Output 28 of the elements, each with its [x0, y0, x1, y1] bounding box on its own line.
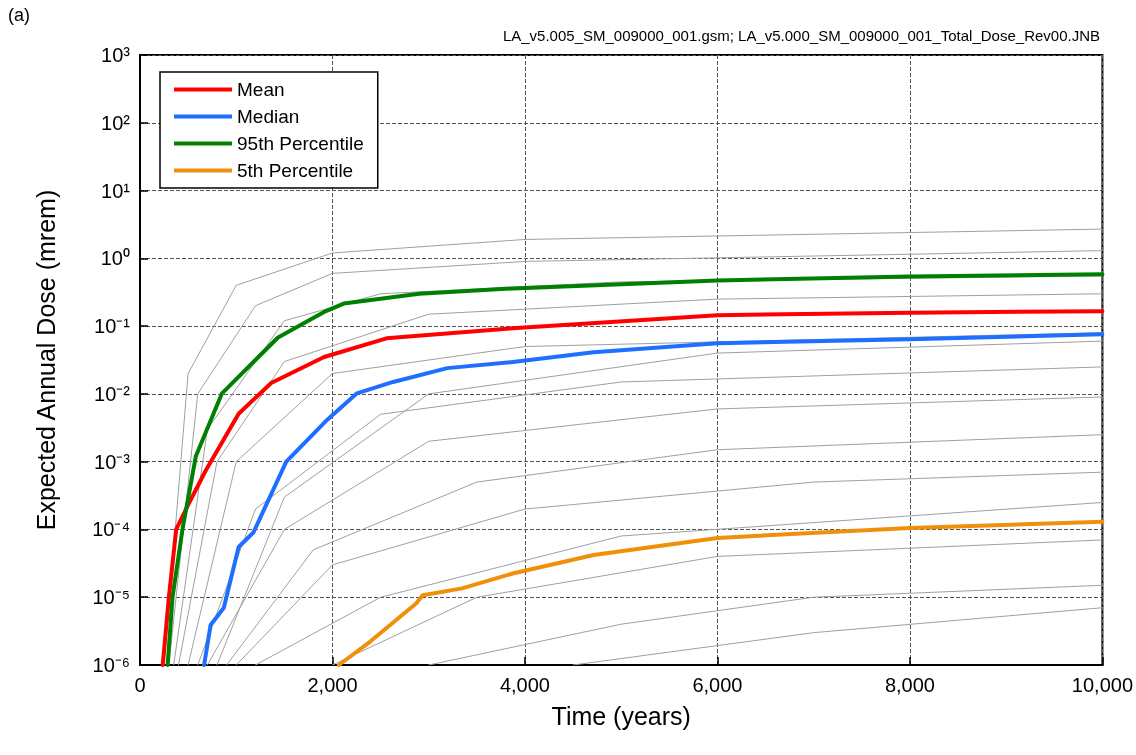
line-series [235, 471, 1103, 666]
y-tick-label: 10⁻⁴ [92, 518, 130, 541]
legend-label: Median [237, 106, 300, 127]
legend-label: 95th Percentile [237, 133, 364, 154]
y-tick-label: 10⁰ [100, 247, 130, 270]
text: (a) [8, 5, 30, 25]
x-tick-label: 2,000 [307, 674, 358, 696]
y-axis-title: Expected Annual Dose (mrem) [31, 189, 60, 531]
y-tick-label: 10⁻⁶ [92, 654, 130, 676]
y-tick-label: 10¹ [101, 179, 131, 202]
line-series [254, 501, 1103, 666]
y-tick-label: 10⁻² [94, 382, 131, 405]
text: LA_v5.005_SM_009000_001.gsm; LA_v5.000_SM_009000_001_Total_Dose_Rev00.JNB [502, 27, 1101, 44]
y-tick-label: 10⁻³ [94, 450, 131, 473]
line-series [226, 434, 1103, 666]
x-axis-title: Time (years) [551, 701, 691, 730]
legend-label: 5th Percentile [237, 160, 354, 181]
x-tick-label: 0 [134, 674, 146, 696]
x-tick-label: 4,000 [499, 674, 550, 696]
y-tick-label: 10³ [101, 44, 131, 66]
x-tick-label: 10,000 [1071, 674, 1133, 696]
x-tick-label: 6,000 [692, 674, 743, 696]
legend-label: Mean [237, 79, 285, 100]
y-tick-label: 10² [101, 111, 131, 134]
y-tick-label: 10⁻¹ [94, 315, 131, 338]
line-series [428, 584, 1103, 666]
y-tick-label: 10⁻⁵ [92, 586, 130, 609]
x-tick-label: 8,000 [884, 674, 935, 696]
